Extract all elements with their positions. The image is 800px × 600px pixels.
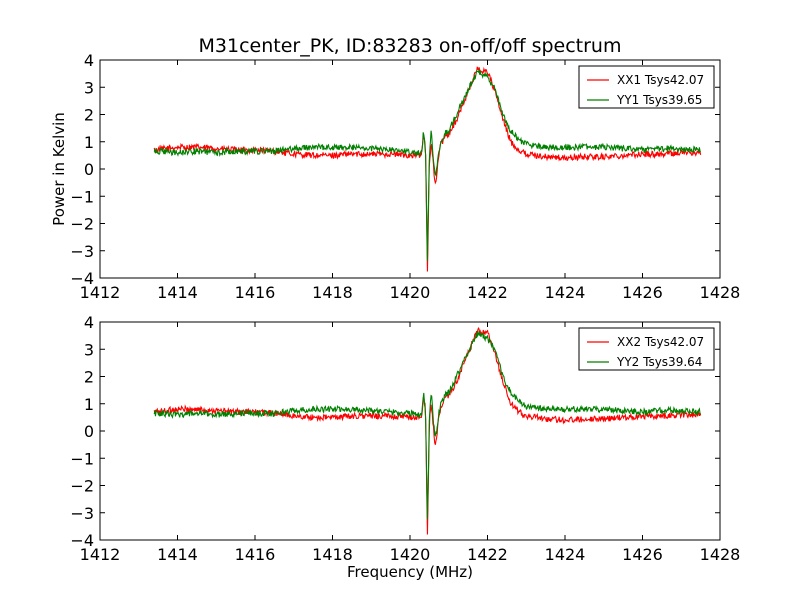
y-tick-label: 3 [84, 340, 94, 359]
x-tick-label: 1428 [700, 545, 741, 564]
y-tick-label: 1 [84, 395, 94, 414]
x-tick-label: 1418 [312, 545, 353, 564]
chart-title: M31center_PK, ID:83283 on-off/off spectr… [199, 35, 622, 57]
y-tick-label: 2 [84, 106, 94, 125]
x-tick-label: 1426 [622, 545, 663, 564]
legend-entry: XX1 Tsys42.07 [617, 73, 704, 87]
y-tick-label: −1 [70, 449, 94, 468]
series-line-xx1 [153, 66, 702, 272]
series-line-xx2 [153, 327, 702, 535]
series-line-yy1 [153, 69, 702, 262]
x-tick-label: 1422 [467, 283, 508, 302]
y-tick-label: −2 [70, 477, 94, 496]
y-tick-label: −3 [70, 242, 94, 261]
x-tick-label: 1422 [467, 545, 508, 564]
top-spectrum-panel: 1412 1414 1416 1418 1420 1422 1424 1426 1428 4 3 2 1… [50, 35, 740, 302]
bottom-spectrum-panel: 1412 1414 1416 1418 1420 1422 1424 1426 1428 4 3 2 1… [70, 313, 740, 581]
y-tick-label: 0 [84, 422, 94, 441]
x-tick-label: 1412 [80, 545, 121, 564]
series-line-yy2 [153, 331, 702, 520]
y-tick-label: 4 [84, 51, 94, 70]
legend-entry: XX2 Tsys42.07 [617, 335, 704, 349]
x-tick-label: 1416 [235, 545, 276, 564]
legend-entry: YY1 Tsys39.65 [616, 93, 702, 107]
y-tick-label: 2 [84, 368, 94, 387]
x-tick-label: 1420 [390, 283, 431, 302]
y-tick-label: 0 [84, 160, 94, 179]
y-axis-label: Power in Kelvin [50, 112, 68, 226]
y-tick-label: −4 [70, 531, 94, 550]
y-tick-label: 4 [84, 313, 94, 332]
y-tick-label: 3 [84, 78, 94, 97]
x-tick-label: 1416 [235, 283, 276, 302]
x-tick-label: 1414 [157, 283, 198, 302]
legend-entry: YY2 Tsys39.64 [616, 355, 702, 369]
x-tick-label: 1428 [700, 283, 741, 302]
x-tick-label: 1414 [157, 545, 198, 564]
legend-box [578, 65, 715, 109]
x-tick-label: 1420 [390, 545, 431, 564]
y-tick-label: −3 [70, 504, 94, 523]
y-tick-label: −4 [70, 269, 94, 288]
legend-box [578, 327, 715, 371]
x-tick-label: 1424 [545, 283, 586, 302]
x-tick-label: 1412 [80, 283, 121, 302]
x-tick-label: 1424 [545, 545, 586, 564]
y-tick-label: 1 [84, 133, 94, 152]
y-tick-label: −2 [70, 215, 94, 234]
y-tick-label: −1 [70, 187, 94, 206]
x-tick-label: 1426 [622, 283, 663, 302]
x-tick-label: 1418 [312, 283, 353, 302]
x-axis-label: Frequency (MHz) [347, 563, 473, 581]
